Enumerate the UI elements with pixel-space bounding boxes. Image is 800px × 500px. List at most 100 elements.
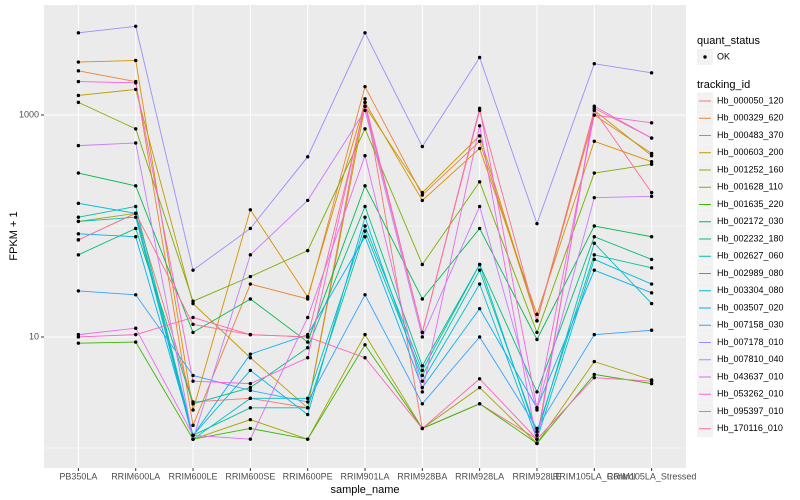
x-tick-label: RRIM928BA: [397, 471, 447, 481]
point: [592, 372, 596, 377]
point: [477, 55, 482, 60]
point: [76, 219, 81, 224]
point: [592, 257, 596, 262]
point: [76, 79, 81, 84]
point: [134, 58, 138, 63]
point: [363, 229, 367, 233]
point: [592, 61, 596, 66]
point: [535, 390, 539, 394]
point: [134, 141, 138, 145]
point: [592, 224, 596, 228]
point: [420, 262, 425, 267]
point: [535, 426, 539, 431]
point: [363, 100, 367, 105]
point: [76, 215, 81, 219]
point: [535, 437, 539, 441]
legend-label: OK: [717, 51, 730, 61]
point: [305, 437, 310, 441]
point: [535, 337, 539, 342]
point: [134, 340, 138, 344]
point: [134, 24, 138, 28]
x-tick-label: RRIM600SE: [225, 471, 275, 481]
point: [305, 315, 310, 320]
point: [134, 215, 138, 219]
point: [134, 235, 138, 239]
point: [420, 198, 425, 203]
point: [134, 293, 138, 297]
point: [592, 104, 596, 108]
point: [191, 330, 195, 335]
legend-label: Hb_003304_080: [717, 285, 784, 295]
point: [191, 408, 195, 412]
point: [592, 113, 596, 117]
x-tick-label: RRIM105LA_Stressed: [607, 471, 697, 481]
point: [477, 268, 482, 272]
point: [76, 289, 81, 293]
point: [305, 400, 310, 404]
point: [420, 193, 425, 197]
point: [363, 235, 367, 239]
legend-label: Hb_002627_060: [717, 251, 784, 261]
point: [76, 143, 81, 148]
legend-label: Hb_007158_030: [717, 320, 784, 330]
point: [649, 71, 654, 75]
point: [420, 390, 425, 394]
point: [191, 433, 195, 438]
point: [76, 100, 81, 105]
point: [649, 291, 654, 295]
point: [592, 253, 596, 257]
point: [248, 396, 253, 401]
point: [248, 226, 253, 231]
point: [363, 31, 367, 35]
point: [592, 139, 596, 143]
point: [76, 171, 81, 175]
point: [649, 235, 654, 239]
point: [248, 208, 253, 212]
point: [420, 368, 425, 373]
legend-label: Hb_001635_220: [717, 199, 784, 209]
point: [535, 433, 539, 438]
point: [305, 332, 310, 337]
point: [477, 402, 482, 406]
point: [420, 402, 425, 406]
point: [535, 319, 539, 323]
point: [420, 297, 425, 301]
point: [134, 326, 138, 330]
point: [649, 257, 654, 262]
point: [649, 121, 654, 125]
point: [477, 139, 482, 143]
point: [248, 406, 253, 410]
point: [134, 127, 138, 131]
point: [477, 377, 482, 381]
x-tick-label: PB350LA: [59, 471, 97, 481]
point: [420, 426, 425, 431]
y-tick-label: 10: [29, 331, 39, 341]
point: [477, 226, 482, 231]
point: [649, 379, 654, 383]
point: [248, 426, 253, 431]
point: [248, 282, 253, 286]
point: [420, 373, 425, 378]
legend-label: Hb_002989_080: [717, 268, 784, 278]
point: [76, 93, 81, 98]
point: [592, 195, 596, 200]
point: [592, 359, 596, 364]
point: [592, 241, 596, 245]
point: [649, 194, 654, 199]
point: [191, 379, 195, 383]
legend-label: Hb_000483_370: [717, 130, 784, 140]
point: [305, 335, 310, 339]
legend-label: Hb_053262_010: [717, 389, 784, 399]
point: [649, 153, 654, 158]
point: [477, 180, 482, 184]
point: [363, 343, 367, 347]
point: [649, 301, 654, 306]
point: [76, 335, 81, 339]
point: [535, 330, 539, 335]
point: [248, 381, 253, 386]
point: [305, 248, 310, 253]
legend-point: [703, 55, 707, 59]
point: [363, 293, 367, 297]
point: [134, 87, 138, 92]
